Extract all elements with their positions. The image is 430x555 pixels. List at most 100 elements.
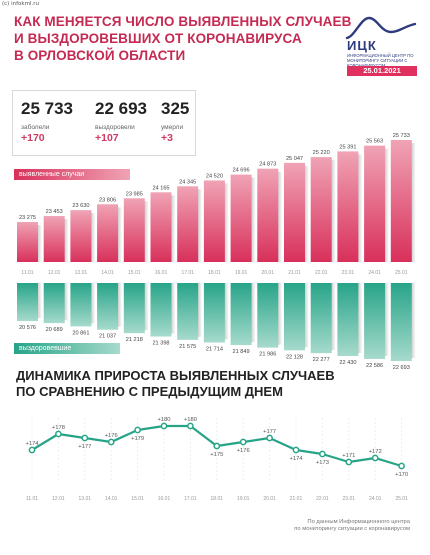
cases-bar-shadow	[278, 171, 283, 262]
x-tick-label: 17.01	[181, 270, 194, 276]
increase-data-label: +175	[210, 452, 223, 458]
line-x-tick-label: 15.01	[131, 496, 144, 502]
recovered-data-label: 22 128	[286, 354, 303, 360]
x-tick-label: 21.01	[288, 270, 301, 276]
cases-bar	[203, 180, 225, 262]
x-tick-label: 24.01	[368, 270, 381, 276]
x-tick-label: 13.01	[75, 270, 88, 276]
recovered-bar-shadow	[64, 283, 69, 321]
cases-bar	[17, 222, 38, 262]
recovered-bar	[177, 283, 199, 340]
title-line-1: КАК МЕНЯЕТСЯ ЧИСЛО ВЫЯВЛЕННЫХ СЛУЧАЕВ	[14, 14, 352, 29]
cases-data-label: 24 873	[259, 162, 276, 168]
recovered-data-label: 22 277	[313, 357, 330, 363]
cases-data-label: 25 047	[286, 156, 303, 162]
stat-deaths-delta: +3	[161, 132, 173, 144]
cases-bar	[284, 162, 305, 262]
increase-data-label: +176	[105, 433, 118, 439]
increase-point	[345, 458, 353, 466]
recovered-bar	[97, 283, 119, 330]
cases-bar	[257, 168, 279, 262]
recovered-bar	[150, 283, 172, 337]
line-x-tick-label: 13.01	[79, 496, 92, 502]
increase-labels: +174 +178 +177 +176 +179 +180 +180 +175 +176 +177…	[25, 417, 408, 478]
recovered-bar	[337, 283, 359, 357]
cases-bar	[177, 186, 199, 262]
logo-name: ИЦК	[347, 38, 377, 53]
increase-data-label: +180	[184, 417, 197, 423]
stat-recovered-delta: +107	[95, 132, 119, 144]
increase-point	[55, 430, 62, 438]
increase-data-label: +177	[78, 444, 91, 450]
cases-bar-shadow	[251, 177, 256, 262]
recovered-bar-shadow	[198, 283, 203, 337]
date-badge: 25.01.2021	[347, 66, 417, 76]
stat-cases-value: 25 733	[21, 99, 73, 118]
footer-line-2: по мониторингу ситуации с коронавирусом	[294, 526, 410, 532]
cases-bar-shadow	[91, 213, 96, 262]
cases-bar-shadow	[38, 225, 42, 262]
cases-bar	[97, 204, 119, 262]
recovered-bar-shadow	[224, 283, 229, 340]
cases-bar-shadow	[118, 207, 123, 262]
stat-cases: 25 733 заболели +170	[21, 99, 73, 144]
cases-bar	[150, 192, 172, 262]
recovered-bar-shadow	[118, 283, 123, 327]
line-x-tick-label: 22.01	[316, 496, 329, 502]
cases-bar-shadow	[331, 160, 336, 262]
cases-bar	[364, 145, 386, 262]
x-tick-label: 23.01	[342, 270, 355, 276]
x-tick-label: 12.01	[48, 270, 61, 276]
stat-deaths: 325 умерли +3	[161, 99, 189, 144]
line-x-tick-label: 11.01	[26, 496, 38, 502]
legend-recovered: выздоровевшие	[14, 343, 120, 354]
line-x-tick-label: 16.01	[158, 496, 171, 502]
x-tick-label: 18.01	[208, 270, 221, 276]
recovered-bar-shadow	[171, 283, 176, 334]
cases-bar-shadow	[144, 201, 149, 262]
increase-points	[28, 422, 405, 470]
recovered-bar	[123, 283, 145, 334]
x-tick-label: 22.01	[315, 270, 328, 276]
stat-cases-label: заболели	[21, 124, 50, 131]
line-x-tick-label: 20.01	[263, 496, 276, 502]
line-chart-title-line-2: ПО СРАВНЕНИЮ С ПРЕДЫДУЩИМ ДНЕМ	[16, 384, 283, 399]
recovered-data-label: 21 575	[179, 344, 196, 350]
line-x-tick-label: 25.01	[395, 496, 408, 502]
line-x-tick-label: 18.01	[211, 496, 224, 502]
increase-point	[319, 450, 326, 458]
stat-recovered-value: 22 693	[95, 99, 147, 118]
line-x-tick-label: 14.01	[105, 496, 118, 502]
line-x-tick-label: 24.01	[369, 496, 382, 502]
line-x-tick-label: 21.01	[290, 496, 303, 502]
increase-point	[292, 446, 300, 454]
recovered-data-label: 20 576	[19, 325, 36, 331]
cases-bar-shadow	[224, 183, 229, 262]
cases-bar	[43, 216, 65, 262]
increase-point	[239, 438, 247, 446]
increase-point	[134, 426, 141, 434]
footer-source: По данным Информационного центра по мони…	[250, 519, 410, 533]
mountain-wave-logo-icon	[345, 16, 417, 40]
x-tick-labels: 11.01 12.01 13.01 14.01 15.01 16.01 17.01 18.01…	[21, 270, 407, 276]
recovered-data-label: 20 689	[46, 327, 63, 333]
increase-data-label: +173	[316, 460, 329, 466]
recovered-bar-shadow	[251, 283, 256, 343]
bar-chart: 23 275 23 453 23 630 23 806 23 985 24 165 24 3…	[17, 133, 416, 370]
increase-data-label: +179	[131, 436, 144, 442]
cases-bar	[230, 174, 252, 262]
cases-bar-shadow	[305, 165, 309, 262]
recovered-data-label: 21 218	[126, 337, 143, 343]
title-line-2: И ВЫЗДОРОВЕВШИХ ОТ КОРОНАВИРУСА	[14, 31, 302, 46]
recovered-data-label: 21 037	[99, 334, 116, 340]
recovered-bar	[203, 283, 225, 343]
cases-labels: 23 275 23 453 23 630 23 806 23 985 24 165 24 3…	[19, 133, 410, 221]
recovered-data-label: 21 849	[233, 349, 250, 355]
increase-point	[81, 434, 89, 442]
footer-line-1: По данным Информационного центра	[307, 519, 410, 525]
logo: ИЦК ИНФОРМАЦИОННЫЙ ЦЕНТР ПО МОНИТОРИНГУ …	[325, 14, 421, 76]
recovered-bar	[284, 283, 305, 351]
recovered-data-label: 22 693	[393, 365, 410, 370]
recovered-bar	[43, 283, 65, 324]
increase-point	[213, 442, 221, 450]
